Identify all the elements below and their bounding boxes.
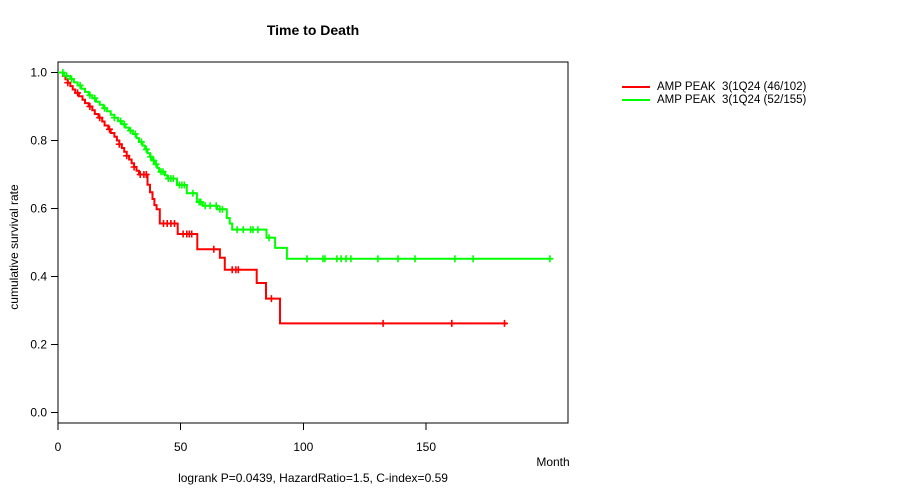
y-tick-label: 0.2 [30,338,47,352]
y-axis-label: cumulative survival rate [7,184,21,310]
x-tick-label: 0 [55,440,62,454]
censor-marks-red [64,79,508,327]
x-axis-label: Month [536,455,570,469]
legend-item-red: AMP PEAK 3(1Q24 (46/102) [622,80,806,93]
plot-border [57,61,569,424]
censor-marks-green [59,69,554,263]
y-tick-label: 0.0 [30,406,47,420]
stats-caption: logrank P=0.0439, HazardRatio=1.5, C-ind… [178,471,448,485]
x-tick-label: 100 [293,440,313,454]
x-tick-label: 50 [174,440,188,454]
legend-line-sample-green [622,98,650,101]
legend-item-green: AMP PEAK 3(1Q24 (52/155) [622,93,806,106]
legend-label-green: AMP PEAK 3(1Q24 (52/155) [657,93,807,106]
y-tick-label: 0.8 [30,134,47,148]
legend-line-sample-red [622,85,650,88]
survival-curve-green [58,71,552,260]
chart-title: Time to Death [266,22,360,38]
survival-curve-red [58,71,507,325]
y-tick-label: 0.6 [30,202,47,216]
y-tick-label: 0.4 [30,270,47,284]
legend: AMP PEAK 3(1Q24 (46/102) AMP PEAK 3(1Q24… [622,80,806,106]
x-tick-label: 150 [416,440,436,454]
y-tick-label: 1.0 [30,66,47,80]
legend-label-red: AMP PEAK 3(1Q24 (46/102) [657,80,807,93]
